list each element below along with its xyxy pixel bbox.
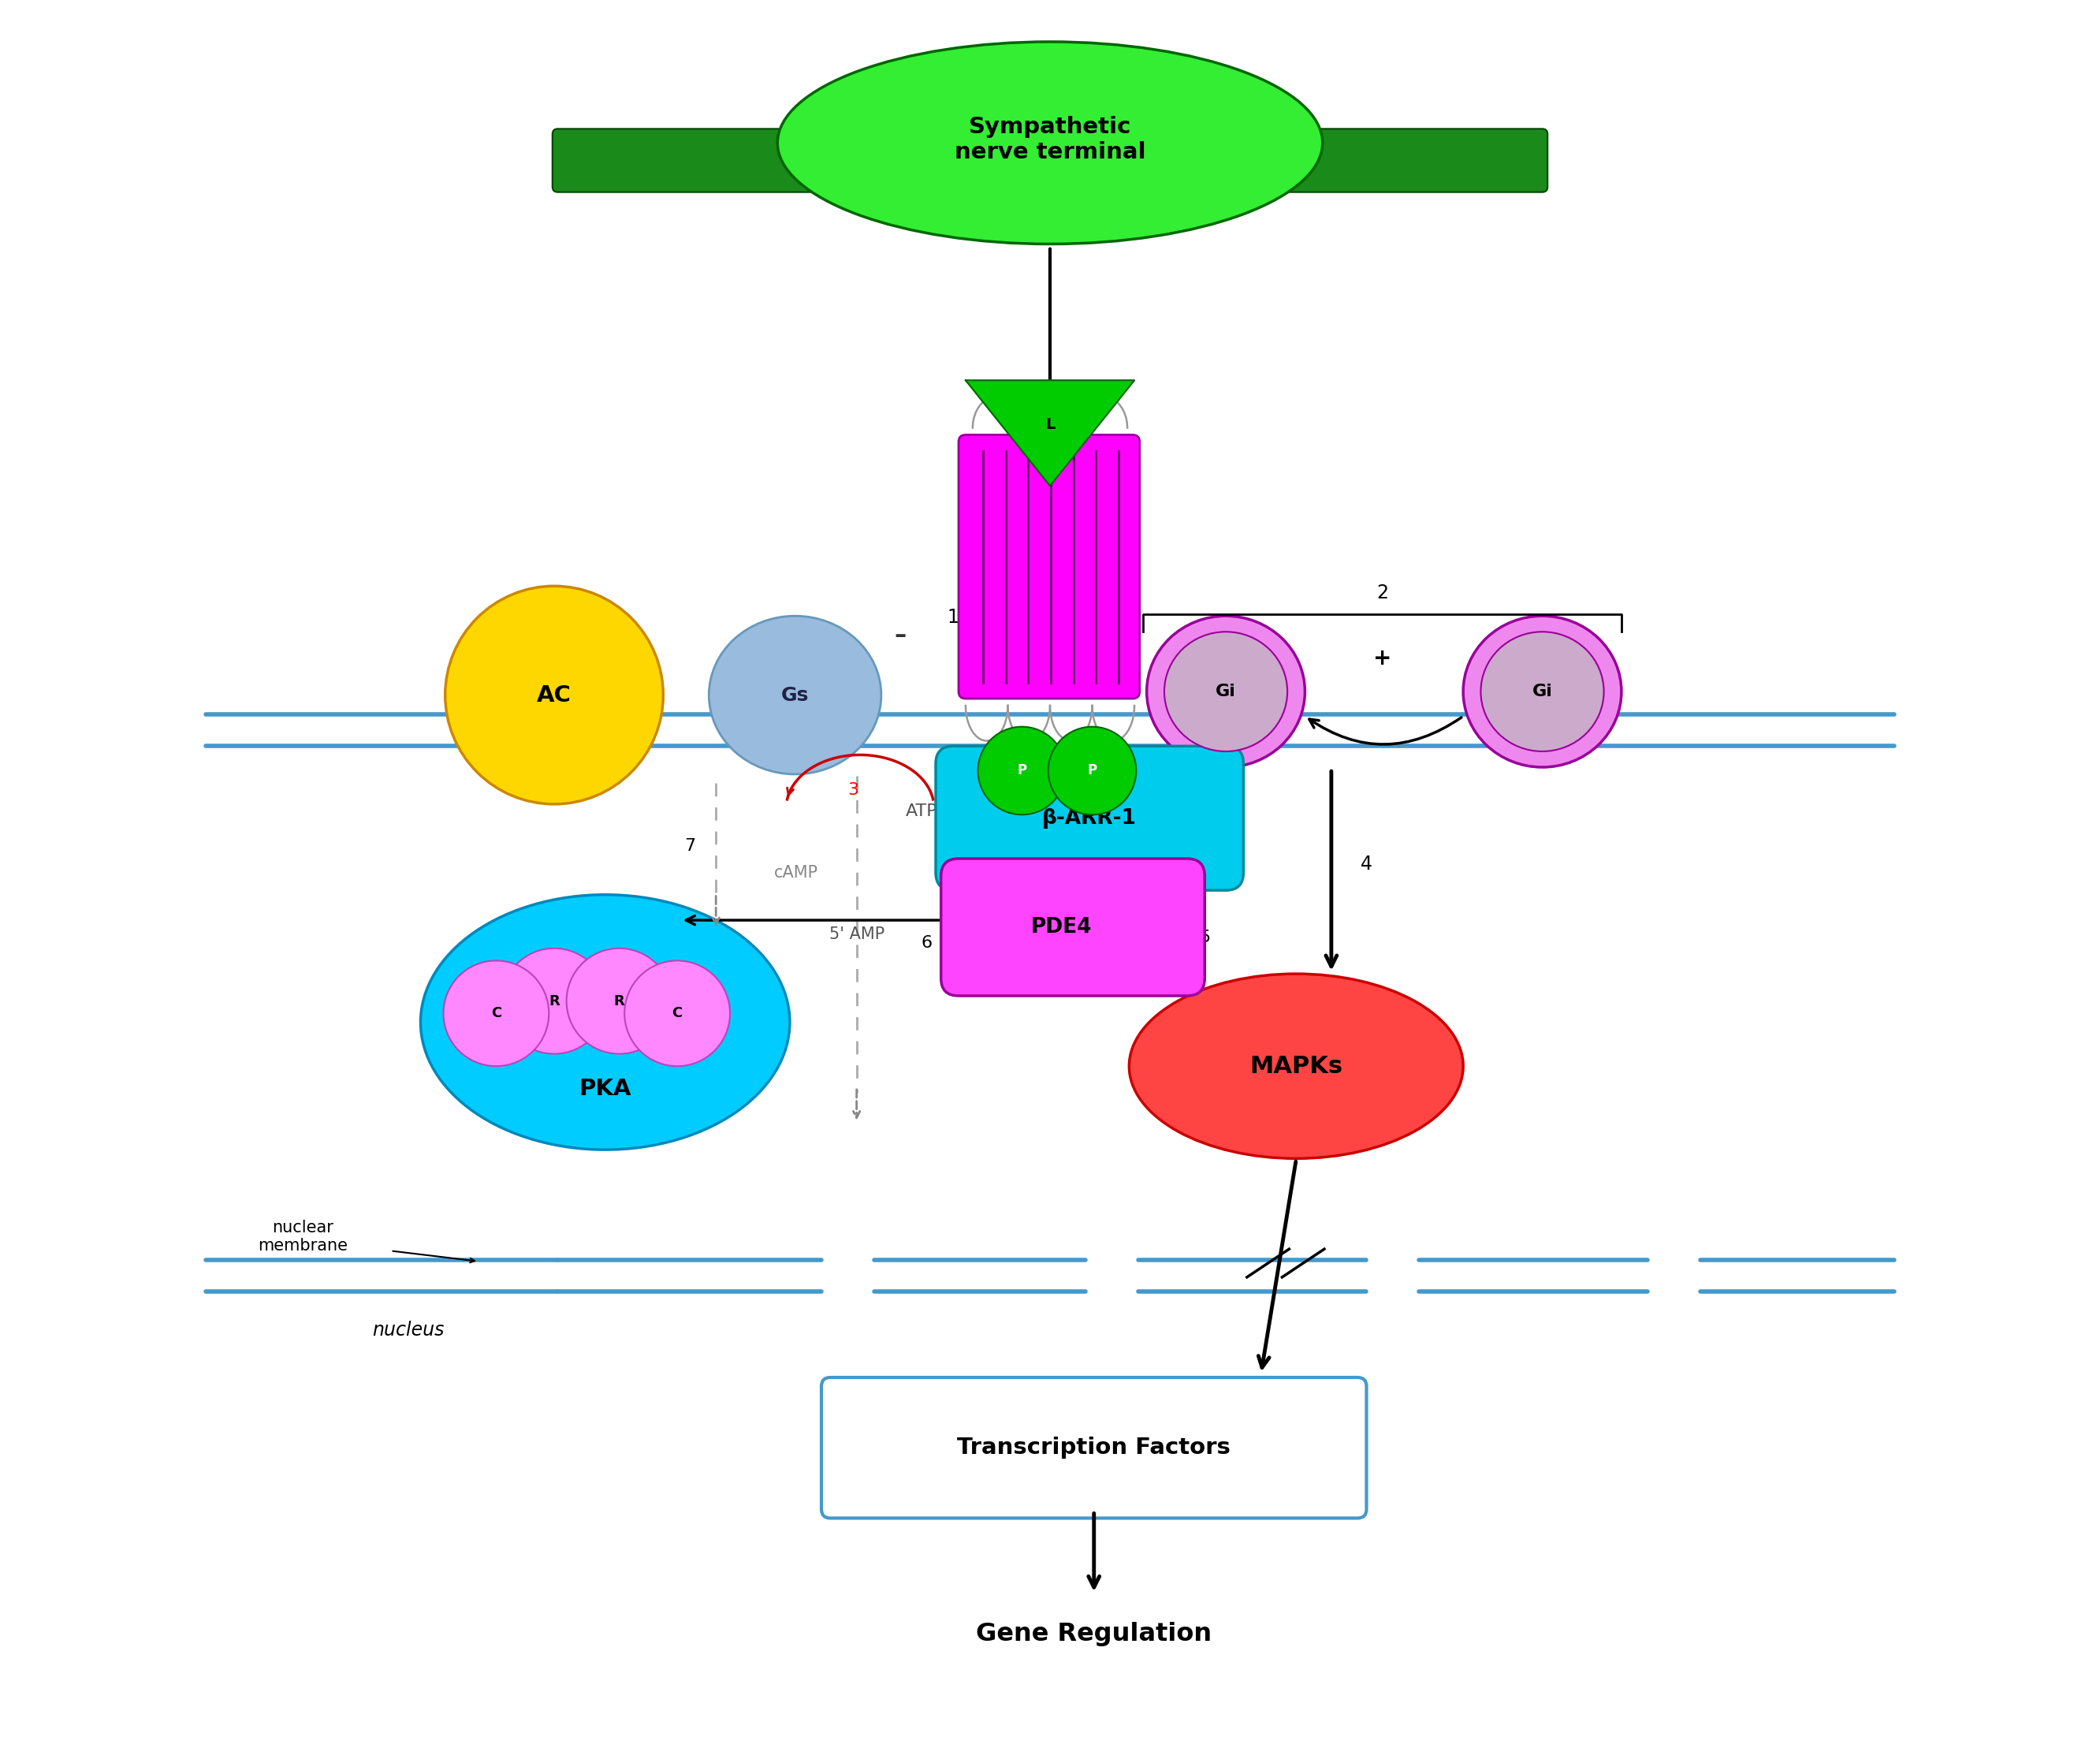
Text: 7: 7 [685,839,695,855]
Circle shape [502,948,607,1054]
Text: AC: AC [538,684,571,707]
Text: PKA: PKA [580,1077,632,1100]
FancyBboxPatch shape [937,746,1243,890]
Text: 1: 1 [947,608,960,628]
Text: 4: 4 [1361,855,1373,873]
Text: nucleus: nucleus [372,1320,445,1340]
Text: 5' AMP: 5' AMP [830,926,884,941]
Text: 3: 3 [848,783,859,799]
Ellipse shape [1147,615,1304,767]
Text: Gi: Gi [1216,684,1237,700]
Ellipse shape [1464,615,1621,767]
Ellipse shape [1163,631,1287,751]
Ellipse shape [710,615,882,774]
Circle shape [443,961,548,1067]
Text: Gs: Gs [781,686,809,705]
Text: 6: 6 [922,934,932,950]
Text: R: R [613,994,624,1008]
Circle shape [445,585,664,804]
Text: Gene Regulation: Gene Regulation [977,1622,1212,1647]
Circle shape [567,948,672,1054]
Text: ATP: ATP [905,804,939,820]
Text: C: C [672,1007,683,1021]
Text: Sympathetic
nerve terminal: Sympathetic nerve terminal [953,116,1147,164]
Text: –: – [895,624,907,647]
FancyBboxPatch shape [552,129,1548,192]
Text: Transcription Factors: Transcription Factors [958,1437,1231,1458]
Text: L: L [1046,416,1054,432]
Text: P: P [1088,763,1096,777]
Ellipse shape [1480,631,1604,751]
Text: 5: 5 [1199,929,1210,945]
Text: P: P [1016,763,1027,777]
Text: MAPKs: MAPKs [1250,1054,1342,1077]
Text: 2: 2 [1376,584,1388,603]
Ellipse shape [1130,973,1464,1158]
Text: Gi: Gi [1533,684,1552,700]
FancyBboxPatch shape [821,1377,1367,1518]
Text: β-ARR-1: β-ARR-1 [1042,807,1136,829]
FancyBboxPatch shape [958,435,1140,698]
Circle shape [624,961,731,1067]
Ellipse shape [420,894,790,1149]
Text: PDE4: PDE4 [1031,917,1092,938]
Text: +: + [1373,647,1392,670]
Ellipse shape [777,42,1323,243]
FancyBboxPatch shape [941,859,1205,996]
Text: C: C [491,1007,502,1021]
Text: R: R [548,994,559,1008]
Circle shape [1048,726,1136,815]
Text: cAMP: cAMP [773,866,817,880]
Polygon shape [966,381,1134,487]
Text: nuclear
membrane: nuclear membrane [258,1220,349,1253]
Circle shape [979,726,1067,815]
